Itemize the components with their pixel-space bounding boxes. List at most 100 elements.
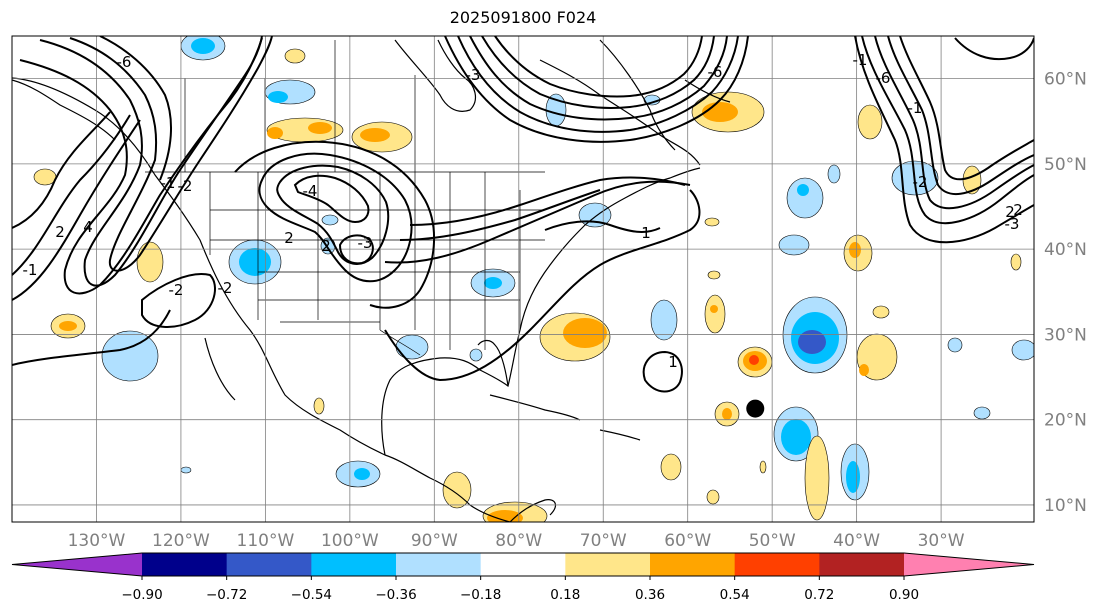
longitude-label: 70°W xyxy=(580,531,627,551)
latitude-label: 50°N xyxy=(1044,155,1087,175)
colorbar: −0.90 −0.72 −0.54 −0.36 −0.18 0.18 0.36 0.54 0.7… xyxy=(11,552,1035,603)
gridlines xyxy=(12,36,1034,522)
storm-center-marker xyxy=(746,399,765,418)
longitude-label: 30°W xyxy=(918,531,965,551)
longitude-label: 130°W xyxy=(68,531,126,551)
colorbar-bin xyxy=(480,553,566,576)
positive-anomaly-core xyxy=(563,318,607,348)
negative-anomaly-core xyxy=(484,277,502,289)
negative-anomaly-core xyxy=(781,419,811,455)
positive-anomaly-area xyxy=(707,270,721,280)
longitude-label: 90°W xyxy=(411,531,458,551)
negative-anomaly-area xyxy=(469,348,483,362)
colorbar-tick-label: 0.72 xyxy=(804,587,834,603)
contour-label: 2 xyxy=(1013,201,1023,219)
positive-anomaly-core xyxy=(749,355,759,365)
positive-anomaly-core xyxy=(849,242,861,258)
longitude-label: 110°W xyxy=(237,531,295,551)
colorbar-tick-label: −0.18 xyxy=(460,587,501,603)
colorbar-tick-label: 0.36 xyxy=(635,587,665,603)
political-borders xyxy=(145,40,545,356)
plot-title: 2025091800 F024 xyxy=(449,8,597,27)
latitude-label: 10°N xyxy=(1044,496,1087,516)
positive-anomaly-core xyxy=(722,408,732,420)
colorbar-tick-label: −0.36 xyxy=(375,587,416,603)
negative-anomaly-area xyxy=(180,466,192,474)
colorbar-tick-label: 0.54 xyxy=(720,587,750,603)
colorbar-tick-label: 0.18 xyxy=(550,587,580,603)
contour-labels: -1-1-22 4-6-22-4-32-211-3 -6 -6-1-1-2-322 xyxy=(23,51,1023,371)
contour-label: -2 xyxy=(169,281,184,299)
negative-anomaly-core xyxy=(191,38,215,54)
longitude-label: 60°W xyxy=(664,531,711,551)
colorbar-bin xyxy=(650,553,736,576)
negative-anomaly-area xyxy=(321,214,339,226)
latitude-labels: 10°N 20°N 30°N 40°N 50°N 60°N xyxy=(1044,70,1087,516)
contour-label: 1 xyxy=(668,353,678,371)
colorbar-tick-label: −0.72 xyxy=(206,587,247,603)
colorbar-bin xyxy=(734,553,820,576)
contour-label: 2 xyxy=(321,237,331,255)
contour-label: -6 xyxy=(708,63,723,81)
longitude-label: 100°W xyxy=(321,531,379,551)
positive-anomaly-core xyxy=(267,127,283,139)
positive-anomaly-core xyxy=(702,102,738,122)
contour-label: -6 xyxy=(117,53,132,71)
contour-label: 1 xyxy=(641,224,651,242)
contour-label: -3 xyxy=(358,234,373,252)
negative-anomaly-area xyxy=(947,337,963,353)
positive-anomaly-area xyxy=(284,48,306,64)
positive-anomaly-core xyxy=(859,364,869,376)
colorbar-extension-high xyxy=(904,553,1034,576)
positive-anomaly-area xyxy=(313,397,325,415)
positive-anomaly-area xyxy=(704,294,726,334)
colorbar-bin xyxy=(226,553,312,576)
positive-anomaly-area xyxy=(704,217,720,227)
contour-label: -4 xyxy=(303,182,318,200)
positive-anomaly-core xyxy=(710,305,718,313)
colorbar-tick-label: −0.54 xyxy=(291,587,332,603)
latitude-label: 60°N xyxy=(1044,70,1087,90)
contour-label: -3 xyxy=(1005,215,1020,233)
longitude-label: 50°W xyxy=(749,531,796,551)
positive-anomaly-area xyxy=(804,435,830,521)
positive-anomaly-area xyxy=(1010,253,1022,271)
negative-anomaly-area xyxy=(1011,339,1034,361)
negative-anomaly-core xyxy=(797,184,809,196)
height-contours xyxy=(12,36,1034,393)
colorbar-tick-label: 0.90 xyxy=(889,587,919,603)
positive-anomaly-area xyxy=(857,104,883,140)
contour-label: -1 xyxy=(853,51,868,69)
longitude-label: 80°W xyxy=(495,531,542,551)
colorbar-bin xyxy=(396,553,482,576)
colorbar-bin xyxy=(819,553,905,576)
contour-label: 2 xyxy=(284,229,294,247)
negative-anomaly-core xyxy=(354,468,370,480)
negative-anomaly-area xyxy=(650,299,678,341)
positive-anomaly-core xyxy=(360,128,390,142)
longitude-labels: 130°W 120°W 110°W 100°W 90°W 80°W 70°W 60°W 50°W… xyxy=(68,531,965,551)
contour-label: -3 xyxy=(466,66,481,84)
colorbar-bin xyxy=(142,553,228,576)
contour-label: -2 xyxy=(178,177,193,195)
longitude-label: 40°W xyxy=(833,531,880,551)
contour-label: -1 xyxy=(23,261,38,279)
positive-anomaly-area xyxy=(706,489,720,505)
negative-anomaly-core xyxy=(846,461,860,493)
contour-label: -2 xyxy=(218,279,233,297)
contour-label: -1 xyxy=(161,174,176,192)
latitude-label: 30°N xyxy=(1044,325,1087,345)
contour-label: -2 xyxy=(913,173,928,191)
colorbar-extension-low xyxy=(12,553,142,576)
contour-label: 2 xyxy=(1005,203,1015,221)
positive-anomaly-area xyxy=(136,241,164,283)
longitude-label: 120°W xyxy=(152,531,210,551)
anomaly-shading xyxy=(33,36,1034,522)
latitude-label: 40°N xyxy=(1044,240,1087,260)
contour-label: -1 xyxy=(908,99,923,117)
negative-anomaly-area xyxy=(395,334,429,360)
positive-anomaly-area xyxy=(33,168,57,186)
negative-anomaly-area xyxy=(545,93,567,127)
positive-anomaly-core xyxy=(59,321,77,331)
colorbar-bin xyxy=(565,553,651,576)
